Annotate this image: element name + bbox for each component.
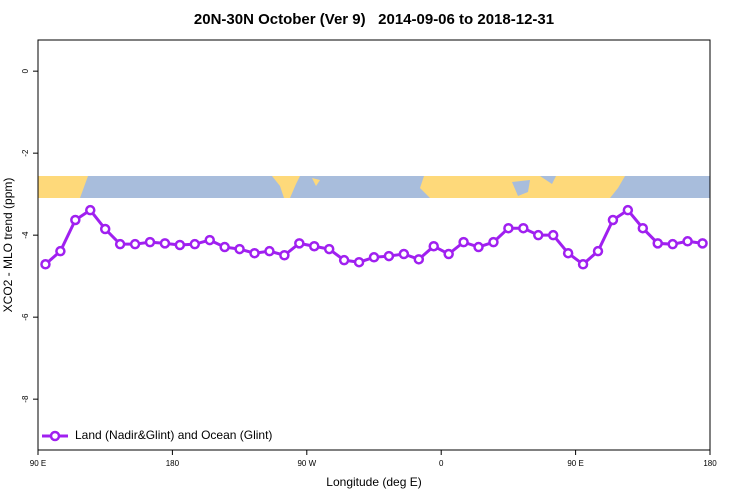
data-point: [234, 243, 245, 255]
data-point: [667, 238, 678, 250]
x-tick-label: 90 W: [297, 459, 316, 468]
data-point: [533, 229, 544, 241]
data-point: [503, 222, 514, 234]
data-point: [368, 252, 380, 263]
data-point: [592, 245, 604, 257]
data-point: [682, 236, 693, 247]
data-point: [40, 259, 51, 270]
chart-title: 20N-30N October (Ver 9) 2014-09-06 to 20…: [194, 11, 554, 28]
data-point: [458, 236, 469, 248]
plot-frame: [37, 39, 711, 451]
data-point: [518, 222, 529, 234]
y-tick-label: -4: [21, 231, 30, 239]
y-axis-label: XCO2 - MLO trend (ppm): [1, 178, 15, 313]
data-point: [70, 214, 81, 226]
data-point: [204, 234, 215, 246]
map-strip: [38, 176, 710, 198]
data-point: [144, 236, 156, 248]
data-point: [443, 248, 454, 260]
data-point: [309, 240, 320, 252]
data-point: [249, 247, 260, 259]
x-tick-label: 180: [703, 459, 717, 468]
legend-marker: [49, 430, 61, 442]
data-point: [473, 241, 484, 253]
data-point: [114, 238, 126, 250]
data-point: [562, 247, 574, 259]
data-point: [55, 245, 66, 257]
data-point: [264, 245, 275, 257]
data-point: [338, 254, 350, 266]
y-tick-label: -2: [21, 149, 30, 157]
data-point: [323, 243, 335, 255]
y-tick-label: -8: [21, 395, 30, 403]
x-axis-label: Longitude (deg E): [326, 475, 421, 489]
legend-label: Land (Nadir&Glint) and Ocean (Glint): [75, 428, 272, 442]
data-point: [99, 223, 111, 235]
data-point: [652, 238, 663, 249]
data-point: [159, 238, 171, 249]
y-tick-label: -6: [21, 313, 30, 321]
data-point: [428, 240, 439, 252]
x-tick-label: 0: [439, 459, 444, 468]
x-tick-label: 90 E: [30, 459, 46, 468]
data-point: [294, 238, 305, 249]
data-point: [219, 241, 230, 253]
data-point: [607, 214, 619, 226]
data-point: [577, 259, 589, 270]
x-tick-label: 90 E: [567, 459, 583, 468]
data-point: [129, 238, 141, 250]
y-tick-label: 0: [21, 68, 30, 73]
legend: Land (Nadir&Glint) and Ocean (Glint): [42, 428, 272, 442]
data-point: [622, 204, 634, 216]
data-point: [398, 248, 410, 260]
data-point: [189, 238, 201, 250]
data-point: [697, 238, 708, 249]
data-point: [547, 229, 559, 241]
data-point: [488, 236, 499, 248]
data-point: [413, 254, 425, 265]
data-point: [353, 256, 365, 268]
data-point: [637, 222, 649, 234]
data-point: [174, 239, 186, 251]
x-tick-label: 180: [166, 459, 180, 468]
data-point: [383, 250, 395, 262]
data-point: [85, 204, 96, 216]
data-point: [279, 250, 290, 261]
